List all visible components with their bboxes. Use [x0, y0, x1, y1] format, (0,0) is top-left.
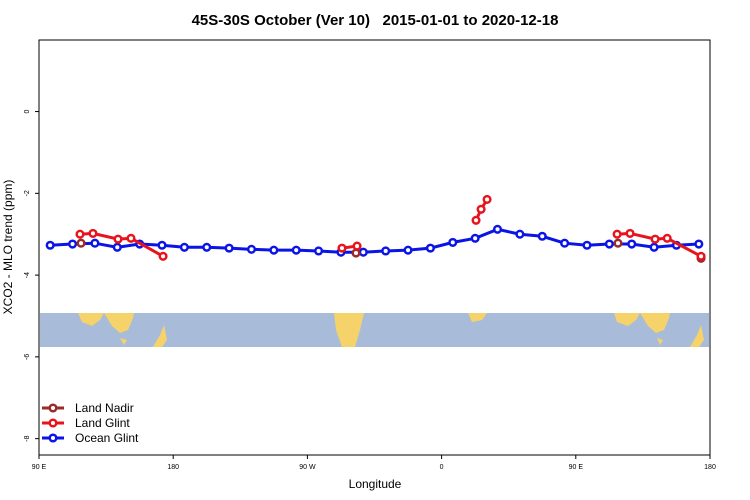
y-tick-label: -4	[24, 272, 31, 278]
x-tick-label: 90 E	[32, 464, 47, 471]
data-point	[625, 228, 635, 238]
data-point	[470, 233, 480, 243]
x-axis-label: Longitude	[349, 477, 402, 491]
data-point	[492, 224, 503, 234]
data-point	[482, 194, 492, 205]
series	[45, 224, 704, 257]
x-tick-label: 90 W	[299, 464, 316, 471]
map-land	[614, 313, 640, 326]
map-land	[334, 313, 364, 347]
data-point	[448, 237, 458, 247]
data-point	[202, 242, 212, 252]
data-point	[352, 241, 362, 251]
data-point	[537, 231, 547, 241]
data-point	[613, 238, 623, 248]
data-point	[696, 251, 706, 261]
chart-title: 45S-30S October (Ver 10) 2015-01-01 to 2…	[192, 12, 559, 29]
data-point	[314, 246, 324, 256]
y-tick-label: -8	[24, 435, 31, 441]
data-point	[269, 245, 279, 255]
legend-marker	[48, 418, 58, 428]
legend-label: Ocean Glint	[75, 431, 139, 445]
map-land	[640, 313, 670, 333]
map-land	[78, 313, 104, 326]
legend-label: Land Nadir	[75, 401, 134, 415]
data-point	[381, 246, 391, 256]
y-tick-label: 0	[24, 110, 31, 114]
data-point	[76, 238, 86, 248]
data-point	[425, 243, 435, 253]
data-point	[158, 251, 168, 261]
x-tick-label: 180	[704, 464, 716, 471]
map-land	[120, 338, 127, 345]
x-tick-label: 90 E	[569, 464, 584, 471]
data-point	[582, 240, 592, 250]
data-point	[157, 240, 167, 250]
data-point	[650, 234, 660, 244]
data-point	[75, 229, 85, 239]
map-land	[468, 313, 487, 322]
y-axis-label: XCO2 - MLO trend (ppm)	[1, 180, 15, 315]
map-ocean	[40, 313, 709, 347]
plot-frame	[38, 39, 711, 456]
series	[75, 194, 706, 261]
data-point	[358, 247, 368, 257]
data-point	[88, 228, 98, 238]
map-land	[153, 325, 167, 347]
data-point	[515, 229, 525, 239]
legend-label: Land Glint	[75, 416, 130, 430]
map-land	[690, 325, 704, 347]
x-tick-label: 180	[167, 464, 179, 471]
map-strip	[40, 313, 709, 347]
data-point	[627, 239, 637, 249]
data-point	[112, 242, 122, 252]
data-point	[113, 234, 123, 244]
data-point	[476, 204, 486, 214]
data-point	[471, 215, 481, 225]
data-point	[403, 245, 413, 255]
data-point	[662, 233, 672, 243]
data-point	[90, 238, 100, 248]
data-point	[694, 239, 704, 249]
y-tick-label: -2	[24, 190, 31, 196]
data-point	[560, 238, 570, 248]
data-point	[337, 243, 347, 253]
legend-marker	[48, 433, 58, 443]
x-tick-label: 0	[440, 464, 444, 471]
data-point	[604, 239, 614, 249]
map-land	[104, 313, 134, 333]
map-land	[657, 338, 663, 345]
data-point	[612, 229, 622, 239]
data-point	[351, 248, 361, 258]
y-tick-label: -6	[24, 354, 31, 360]
data-point	[126, 233, 136, 243]
data-point	[224, 243, 234, 253]
data-point	[649, 242, 659, 252]
data-point	[291, 245, 301, 255]
data-point	[45, 240, 55, 250]
data-point	[68, 239, 78, 249]
data-point	[179, 242, 189, 252]
legend-marker	[48, 403, 58, 413]
data-point	[246, 244, 257, 254]
